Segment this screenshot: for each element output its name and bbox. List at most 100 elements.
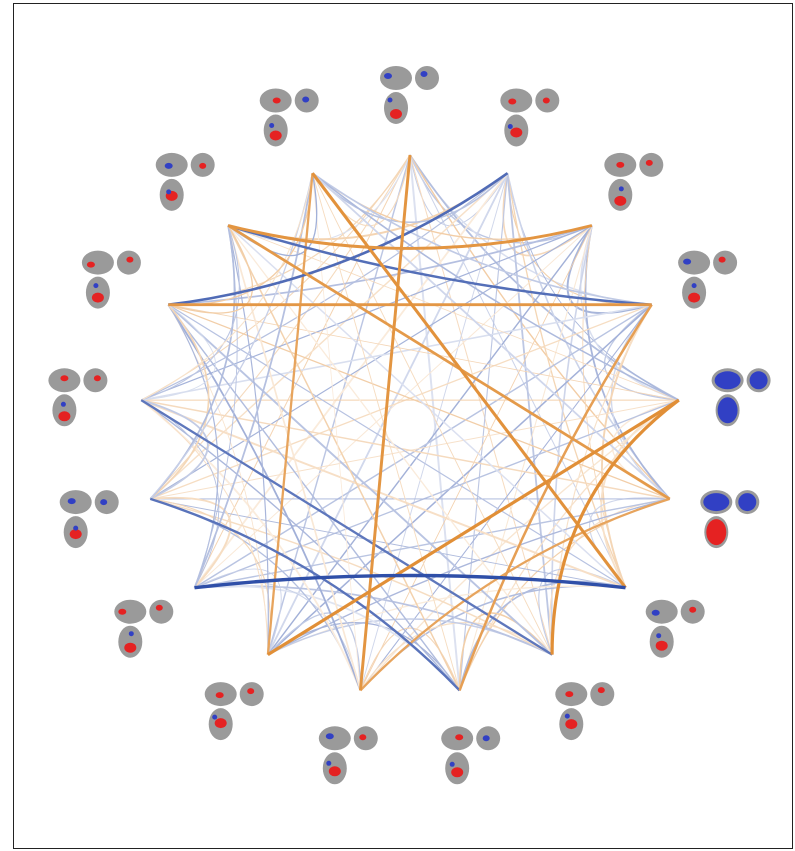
edge-faint <box>167 304 461 691</box>
edge-faint <box>140 173 314 401</box>
brain-slices-icon <box>711 368 771 427</box>
brain-slices-icon <box>604 152 664 211</box>
edge-faint <box>507 173 679 401</box>
edge-faint <box>150 399 679 500</box>
edge-faint <box>459 498 670 691</box>
edge-strong <box>140 399 553 656</box>
brain-slices-icon <box>380 66 439 124</box>
edge-faint <box>194 154 411 588</box>
edge-faint <box>168 304 670 500</box>
edge-strong <box>359 497 671 692</box>
edge-faint <box>149 225 236 500</box>
edge-faint <box>149 304 210 500</box>
edge-faint <box>194 304 653 589</box>
edge-faint <box>194 399 680 589</box>
edge-faint <box>141 303 652 401</box>
edge-faint <box>267 612 362 691</box>
edge-faint <box>168 225 254 314</box>
edge-faint <box>267 172 509 656</box>
edge-faint <box>150 498 626 589</box>
brain-slices-icon <box>678 250 738 309</box>
edge-strong <box>168 172 509 307</box>
edge-faint <box>141 399 670 500</box>
edge-faint <box>359 173 508 691</box>
brain-slices-icon <box>114 599 174 658</box>
edge-faint <box>267 154 411 655</box>
node-layer <box>48 66 771 785</box>
edge-faint <box>194 498 670 589</box>
edge-faint <box>312 172 680 401</box>
edge-faint <box>140 399 626 589</box>
edge-faint <box>150 304 652 500</box>
edge-strong <box>227 224 671 501</box>
edge-strong <box>194 573 626 590</box>
edge-strong <box>227 224 652 306</box>
edge-faint <box>566 224 652 314</box>
edge-faint <box>150 498 362 691</box>
edge-strong <box>266 173 314 655</box>
edge-faint <box>458 580 626 691</box>
edge-faint <box>194 225 593 589</box>
brain-slices-icon <box>59 490 119 549</box>
edge-faint <box>502 173 593 257</box>
edge-faint <box>506 173 554 655</box>
edge-faint <box>409 154 626 588</box>
edge-faint <box>141 304 216 401</box>
edge-strong <box>227 224 593 250</box>
edge-faint <box>409 154 461 691</box>
edge-faint <box>168 304 679 401</box>
edge-faint <box>579 225 680 401</box>
edge-strong <box>267 398 680 656</box>
edge-faint <box>150 496 232 589</box>
edge-faint <box>459 173 509 691</box>
edge-faint <box>227 225 362 691</box>
edge-faint <box>409 154 553 655</box>
edge-faint <box>167 303 553 656</box>
edge-faint <box>359 627 461 691</box>
edge-faint <box>359 304 653 691</box>
edge-faint <box>167 304 626 589</box>
edge-faint <box>227 154 411 244</box>
brain-slices-icon <box>441 726 501 785</box>
edge-strong <box>458 304 653 691</box>
edge-faint <box>311 172 509 224</box>
edge-faint <box>312 173 461 691</box>
edge-faint <box>312 172 553 655</box>
brain-slices-icon <box>204 682 264 741</box>
edge-faint <box>267 304 653 656</box>
edge-faint <box>193 172 509 589</box>
brain-slices-icon <box>155 152 215 211</box>
brain-slices-icon <box>81 250 141 309</box>
brain-slices-icon <box>48 368 108 427</box>
edge-faint <box>409 154 508 227</box>
edge-faint <box>227 224 627 589</box>
edge-strong <box>149 497 461 692</box>
edge-faint <box>141 225 240 401</box>
brain-slices-icon <box>500 88 560 147</box>
edge-faint <box>360 225 593 691</box>
edge-faint <box>227 225 461 691</box>
edge-strong <box>358 154 412 691</box>
edge-faint <box>312 172 652 306</box>
edge-strong <box>311 172 627 589</box>
edge-faint <box>149 225 593 500</box>
edge-faint <box>194 568 282 655</box>
edge-faint <box>149 172 508 500</box>
brain-slices-icon <box>555 682 615 741</box>
edge-faint <box>584 225 671 500</box>
edge-faint <box>140 399 209 500</box>
edge-faint <box>603 304 679 401</box>
brain-slices-icon <box>645 599 705 658</box>
edge-faint <box>312 173 361 691</box>
edge-strong <box>550 398 680 655</box>
edge-faint <box>458 612 553 691</box>
brain-slices-icon <box>259 88 319 147</box>
brain-slices-icon <box>318 726 378 785</box>
edge-faint <box>311 172 671 500</box>
edge-layer <box>140 154 680 692</box>
brain-slices-icon <box>700 490 760 549</box>
edge-faint <box>227 225 679 401</box>
edge-faint <box>267 225 593 656</box>
figure-frame <box>13 3 793 849</box>
